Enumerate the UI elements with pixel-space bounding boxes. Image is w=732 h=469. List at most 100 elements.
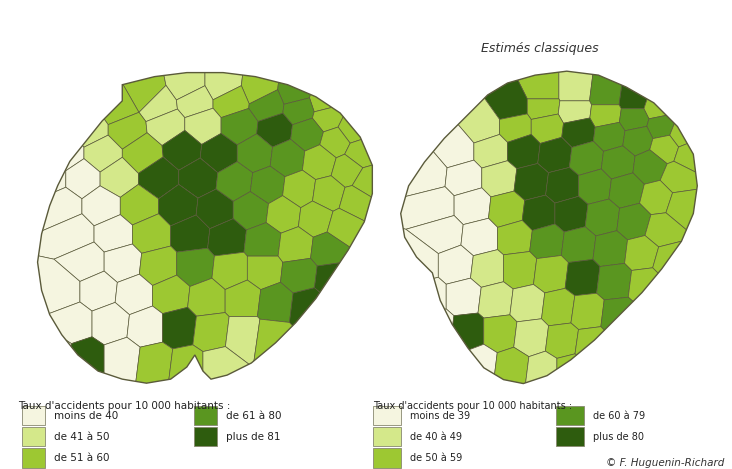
Polygon shape xyxy=(289,288,515,469)
Polygon shape xyxy=(545,167,579,203)
Polygon shape xyxy=(653,238,732,450)
Polygon shape xyxy=(327,208,503,290)
Polygon shape xyxy=(159,184,198,226)
Polygon shape xyxy=(339,186,551,305)
Polygon shape xyxy=(503,351,557,469)
Polygon shape xyxy=(100,157,138,197)
Polygon shape xyxy=(104,337,140,469)
Polygon shape xyxy=(162,130,202,170)
Polygon shape xyxy=(163,307,196,349)
Polygon shape xyxy=(617,203,651,240)
Polygon shape xyxy=(557,354,732,469)
Polygon shape xyxy=(561,227,596,263)
Polygon shape xyxy=(589,0,649,105)
Polygon shape xyxy=(555,197,588,232)
Polygon shape xyxy=(242,0,300,104)
Text: Taux d'accidents pour 10 000 habitants :: Taux d'accidents pour 10 000 habitants : xyxy=(373,401,572,411)
Polygon shape xyxy=(228,277,447,363)
Polygon shape xyxy=(575,327,732,469)
Text: Taux d'accidents pour 10 000 habitants :: Taux d'accidents pour 10 000 habitants : xyxy=(18,401,231,411)
Polygon shape xyxy=(438,344,497,469)
Polygon shape xyxy=(514,164,548,200)
Polygon shape xyxy=(139,246,176,286)
Polygon shape xyxy=(534,256,568,293)
Polygon shape xyxy=(2,214,94,259)
Polygon shape xyxy=(225,317,260,367)
Polygon shape xyxy=(559,0,615,101)
Polygon shape xyxy=(594,122,625,151)
Polygon shape xyxy=(250,166,285,204)
Polygon shape xyxy=(249,90,284,121)
FancyBboxPatch shape xyxy=(556,427,584,446)
Polygon shape xyxy=(569,141,603,175)
Polygon shape xyxy=(363,0,527,120)
Text: de 50 à 59: de 50 à 59 xyxy=(410,453,462,463)
Polygon shape xyxy=(670,0,732,147)
Polygon shape xyxy=(609,173,644,208)
Polygon shape xyxy=(313,176,345,211)
Polygon shape xyxy=(601,146,635,179)
Polygon shape xyxy=(623,126,653,156)
Polygon shape xyxy=(299,201,333,237)
Polygon shape xyxy=(44,337,104,469)
Polygon shape xyxy=(280,258,317,293)
Polygon shape xyxy=(138,157,179,199)
FancyBboxPatch shape xyxy=(194,427,217,446)
Text: de 41 à 50: de 41 à 50 xyxy=(54,431,110,442)
Polygon shape xyxy=(225,280,261,317)
Polygon shape xyxy=(320,127,350,158)
Polygon shape xyxy=(542,288,575,326)
Text: de 51 à 60: de 51 à 60 xyxy=(54,453,110,463)
Polygon shape xyxy=(258,282,293,322)
Polygon shape xyxy=(531,114,564,144)
Polygon shape xyxy=(507,135,540,169)
Polygon shape xyxy=(579,169,611,204)
Polygon shape xyxy=(283,98,314,125)
Polygon shape xyxy=(644,0,732,119)
Polygon shape xyxy=(498,220,532,255)
Polygon shape xyxy=(522,195,555,230)
Polygon shape xyxy=(666,186,732,277)
Polygon shape xyxy=(277,0,368,104)
Polygon shape xyxy=(176,248,214,287)
Polygon shape xyxy=(266,196,301,233)
Polygon shape xyxy=(187,278,225,316)
Polygon shape xyxy=(108,113,147,149)
Polygon shape xyxy=(310,0,518,112)
Polygon shape xyxy=(139,85,177,121)
Text: plus de 80: plus de 80 xyxy=(593,431,644,442)
Polygon shape xyxy=(221,108,258,145)
Polygon shape xyxy=(171,215,210,252)
Polygon shape xyxy=(645,213,695,247)
Polygon shape xyxy=(530,224,564,258)
Polygon shape xyxy=(0,187,82,248)
Polygon shape xyxy=(208,219,247,256)
Polygon shape xyxy=(146,109,184,145)
Polygon shape xyxy=(223,202,438,330)
Text: de 40 à 49: de 40 à 49 xyxy=(410,431,462,442)
Polygon shape xyxy=(270,139,305,177)
Polygon shape xyxy=(445,160,482,196)
Polygon shape xyxy=(488,191,525,227)
Polygon shape xyxy=(0,41,66,256)
Polygon shape xyxy=(283,170,315,208)
Polygon shape xyxy=(127,306,163,347)
Polygon shape xyxy=(628,268,732,469)
Polygon shape xyxy=(122,133,163,174)
Polygon shape xyxy=(315,259,551,459)
Polygon shape xyxy=(94,215,132,252)
FancyBboxPatch shape xyxy=(22,427,45,446)
Polygon shape xyxy=(597,264,632,300)
Polygon shape xyxy=(619,109,649,131)
Polygon shape xyxy=(132,214,171,253)
Polygon shape xyxy=(21,0,166,113)
Polygon shape xyxy=(234,192,269,230)
Polygon shape xyxy=(338,0,559,143)
FancyBboxPatch shape xyxy=(22,448,45,468)
Polygon shape xyxy=(113,342,173,469)
Polygon shape xyxy=(471,250,504,287)
Polygon shape xyxy=(146,345,203,469)
Polygon shape xyxy=(120,184,159,225)
FancyBboxPatch shape xyxy=(373,427,401,446)
Polygon shape xyxy=(593,231,627,266)
